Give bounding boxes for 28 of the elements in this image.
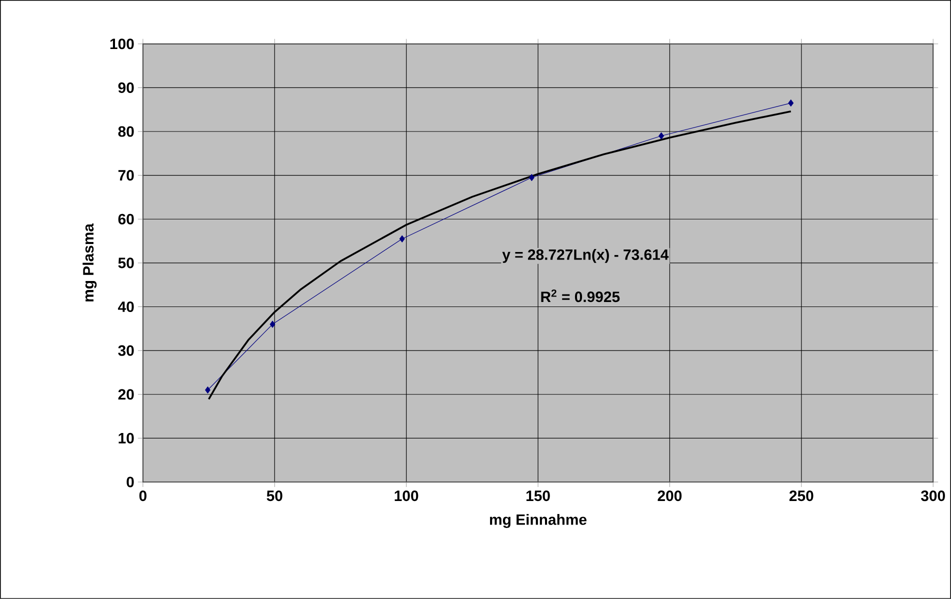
x-axis-title: mg Einnahme bbox=[490, 514, 587, 528]
y-tick-label: 20 bbox=[118, 389, 134, 400]
y-tick-label: 70 bbox=[118, 170, 134, 181]
point bbox=[270, 320, 276, 328]
y-tick-label: 80 bbox=[118, 126, 134, 137]
x-tick-label: 300 bbox=[920, 490, 945, 502]
point bbox=[399, 235, 405, 242]
y-tick-label: 100 bbox=[110, 38, 134, 50]
annotation: R$^{2}$ = 0.9925 bbox=[541, 290, 620, 302]
y-tick-label: 40 bbox=[118, 301, 134, 312]
y-tick-label: 90 bbox=[118, 82, 134, 94]
y-tick-label: 30 bbox=[118, 345, 134, 356]
x-tick-label: 0 bbox=[139, 490, 146, 502]
y-tick-label: 0 bbox=[126, 476, 134, 488]
x-tick-label: 100 bbox=[394, 490, 418, 502]
point bbox=[205, 386, 210, 394]
x-tick-label: 200 bbox=[658, 490, 682, 502]
x-tick-label: 250 bbox=[789, 490, 814, 502]
y-tick-label: 60 bbox=[118, 214, 134, 224]
annotation: y = 28.727Ln(x) - 73.614 bbox=[502, 249, 669, 263]
y-tick-label: 10 bbox=[118, 432, 134, 444]
point bbox=[788, 100, 794, 107]
point bbox=[658, 132, 664, 140]
x-tick-label: 150 bbox=[526, 490, 550, 502]
y-axis-title: mg Plasma bbox=[82, 223, 97, 302]
point bbox=[529, 174, 534, 182]
x-tick-label: 50 bbox=[266, 490, 282, 502]
y-tick-label: 50 bbox=[118, 258, 134, 268]
